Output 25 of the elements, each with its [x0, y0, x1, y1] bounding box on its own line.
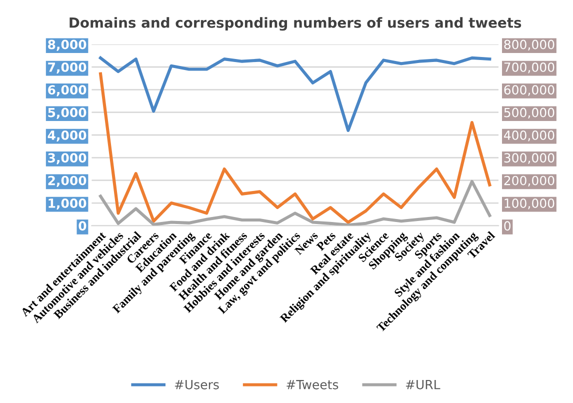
y-tick-label: 3,000 — [48, 153, 86, 164]
y-tick-label: 7,000 — [48, 62, 86, 74]
y2-tick-label: 0 — [504, 221, 510, 231]
y2-tick-label: 300,000 — [504, 153, 554, 164]
y-tick-label: 2,000 — [48, 176, 86, 187]
y-tick-label: 4,000 — [48, 130, 86, 142]
y2-tick-label: 200,000 — [504, 176, 554, 187]
y2-tick-label: 800,000 — [504, 40, 554, 51]
line-series — [98, 56, 492, 132]
legend-label: #Users — [174, 380, 219, 390]
y2-tick-label: 400,000 — [504, 130, 554, 142]
y2-tick-label: 600,000 — [504, 85, 554, 96]
y-tick-label: 6,000 — [48, 85, 86, 96]
legend-label: #URL — [406, 380, 440, 390]
y-tick-label: 5,000 — [48, 108, 86, 119]
line-series — [98, 72, 492, 224]
y2-tick-label: 500,000 — [504, 108, 554, 119]
y-tick-label: 0 — [78, 221, 86, 231]
chart-title: Domains and corresponding numbers of users and tweets — [70, 17, 522, 31]
legend-label: #Tweets — [286, 380, 338, 390]
line-series — [98, 180, 492, 226]
y2-tick-label: 700,000 — [504, 62, 554, 74]
y-tick-label: 8,000 — [48, 40, 86, 51]
y2-tick-label: 100,000 — [504, 198, 554, 210]
y-tick-label: 1,000 — [48, 198, 86, 210]
